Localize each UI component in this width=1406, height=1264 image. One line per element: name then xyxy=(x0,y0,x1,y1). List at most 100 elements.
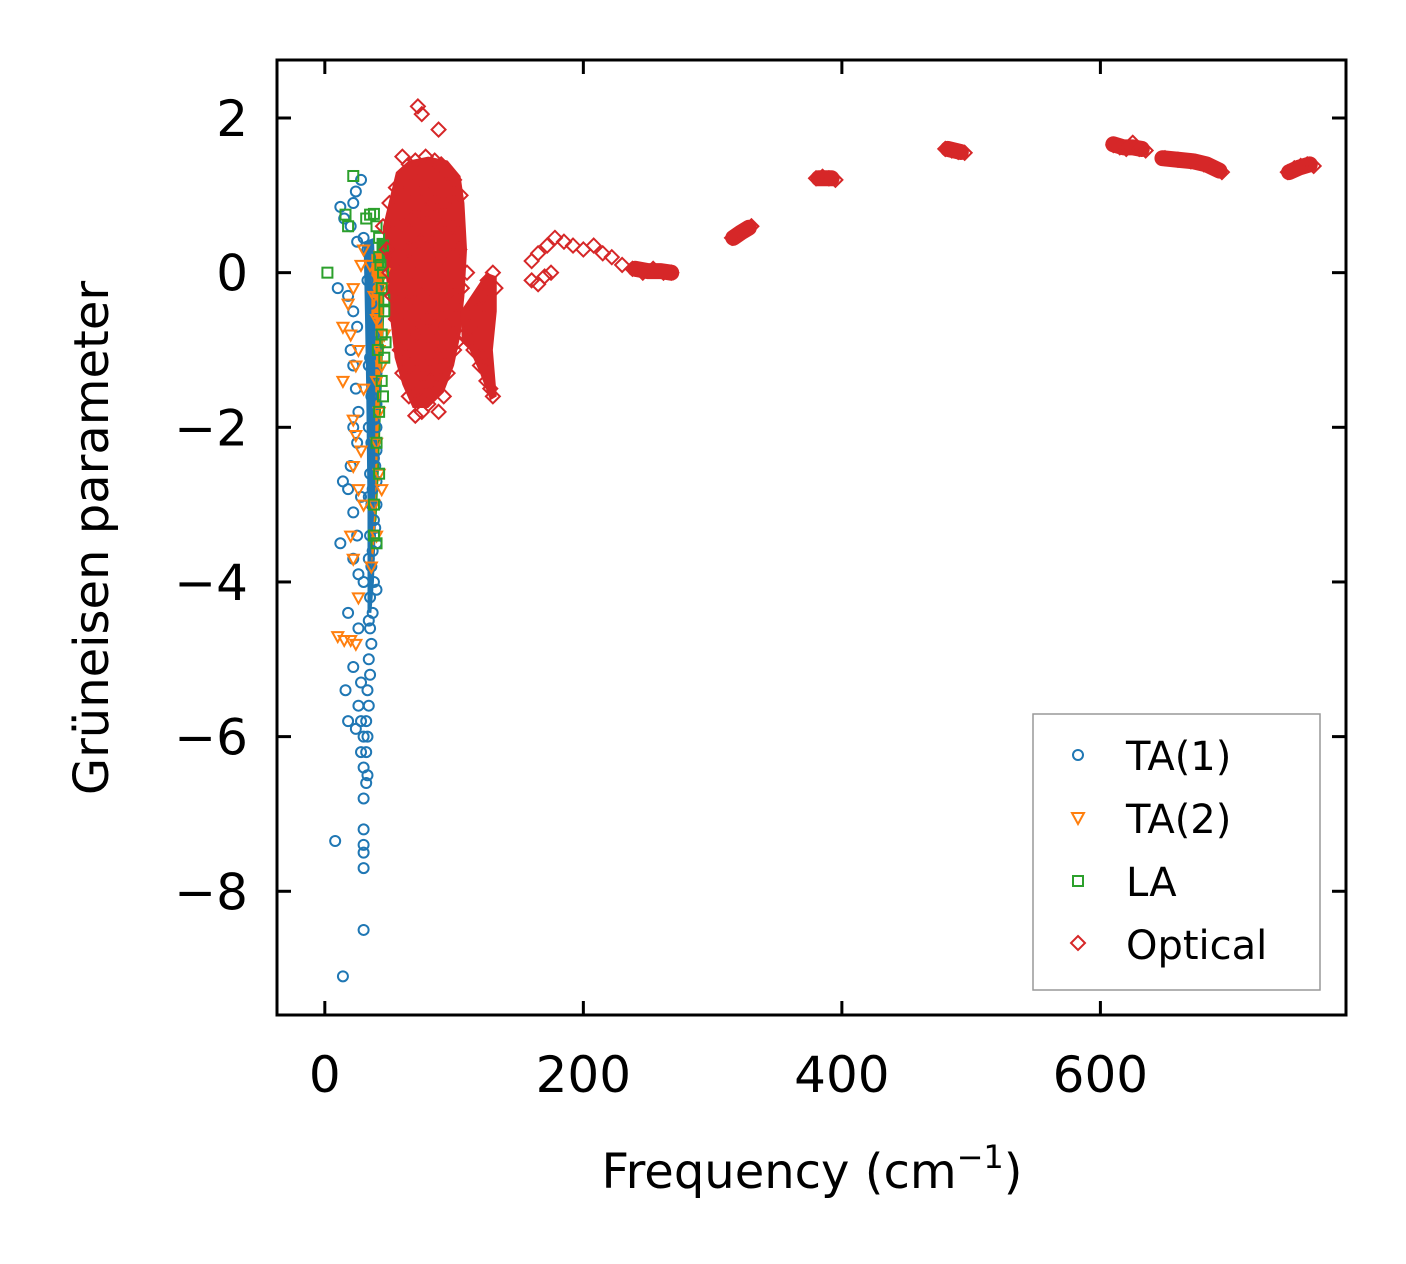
data-point xyxy=(357,846,370,859)
data-point xyxy=(413,287,431,305)
data-point xyxy=(644,260,662,278)
y-tick-label: −4 xyxy=(174,554,248,612)
data-point xyxy=(430,121,447,139)
data-point xyxy=(371,343,384,356)
data-point xyxy=(481,380,499,398)
data-point xyxy=(360,212,373,225)
data-point xyxy=(376,266,389,279)
data-point xyxy=(361,274,374,287)
data-point xyxy=(736,221,754,239)
data-point xyxy=(410,380,428,398)
data-point xyxy=(346,553,361,567)
data-point xyxy=(419,395,437,413)
data-point xyxy=(536,268,553,285)
data-point xyxy=(529,244,547,262)
data-point xyxy=(474,349,491,367)
data-point xyxy=(417,202,435,220)
data-point xyxy=(391,248,409,266)
data-point xyxy=(342,220,355,233)
data-point xyxy=(355,676,368,689)
data-point xyxy=(427,380,445,398)
data-point xyxy=(1279,163,1297,181)
data-point xyxy=(360,746,373,759)
data-point xyxy=(378,305,391,318)
data-point xyxy=(400,387,418,405)
legend-entry-ta2: TA(2) xyxy=(1070,797,1231,843)
data-point xyxy=(376,390,389,403)
data-point xyxy=(367,452,380,465)
data-point xyxy=(364,668,377,681)
data-point xyxy=(352,699,365,712)
data-point xyxy=(538,237,556,255)
data-point xyxy=(374,484,389,498)
data-point xyxy=(468,302,486,320)
data-point xyxy=(349,185,362,198)
data-point xyxy=(340,298,356,312)
data-point xyxy=(430,349,447,367)
data-point xyxy=(357,838,370,851)
data-point xyxy=(956,144,974,162)
data-point xyxy=(413,105,431,123)
dense-point-clusters xyxy=(363,136,1318,613)
data-point xyxy=(360,715,373,728)
legend-entry-optical: Optical xyxy=(1069,923,1267,969)
legend-label: Optical xyxy=(1126,923,1267,969)
data-point xyxy=(383,287,401,305)
data-point xyxy=(807,169,825,187)
data-point xyxy=(445,171,463,189)
data-point xyxy=(1156,149,1174,167)
y-tick-label: −2 xyxy=(174,399,248,457)
data-point xyxy=(1205,159,1223,177)
data-point xyxy=(362,259,378,273)
data-point xyxy=(564,237,582,255)
data-point xyxy=(373,251,386,264)
data-point xyxy=(400,241,418,258)
data-point xyxy=(1305,157,1323,175)
data-point xyxy=(357,575,370,588)
data-point xyxy=(364,351,377,364)
data-point xyxy=(375,374,388,387)
axis-ticks xyxy=(277,60,1346,1015)
data-point xyxy=(603,248,621,266)
data-point xyxy=(352,622,365,635)
data-point xyxy=(339,684,352,697)
data-point xyxy=(400,155,418,173)
data-point xyxy=(374,217,392,235)
data-point xyxy=(453,279,471,297)
data-point xyxy=(347,506,360,519)
data-point xyxy=(409,97,427,115)
data-point xyxy=(1182,152,1200,170)
data-point xyxy=(439,279,457,297)
data-point xyxy=(335,375,351,389)
data-point xyxy=(364,622,377,635)
data-point xyxy=(406,264,424,282)
series-optical xyxy=(374,97,1323,425)
data-point xyxy=(461,318,479,336)
data-point xyxy=(401,357,419,374)
data-point xyxy=(391,341,409,359)
data-point xyxy=(353,445,369,459)
data-point xyxy=(730,225,747,243)
data-point xyxy=(585,237,603,255)
x-axis-label: Frequency (cm−1) xyxy=(601,1138,1022,1200)
data-point xyxy=(949,143,967,161)
x-tick-label: 0 xyxy=(309,1046,341,1104)
data-point xyxy=(346,414,361,428)
data-point xyxy=(336,970,349,983)
data-point xyxy=(412,233,429,251)
data-point xyxy=(1137,142,1155,159)
data-point xyxy=(435,387,453,405)
data-point xyxy=(342,483,355,496)
data-point xyxy=(348,430,364,444)
data-point xyxy=(370,444,383,457)
data-point xyxy=(339,208,352,221)
data-point xyxy=(335,321,351,335)
data-point xyxy=(430,403,447,421)
y-tick-labels: 2 0 −2 −4 −6 −8 xyxy=(174,90,248,921)
data-point xyxy=(370,436,383,449)
data-point xyxy=(362,359,375,372)
data-point xyxy=(367,498,380,511)
data-point xyxy=(357,862,370,875)
plot-frame xyxy=(275,58,1348,1017)
